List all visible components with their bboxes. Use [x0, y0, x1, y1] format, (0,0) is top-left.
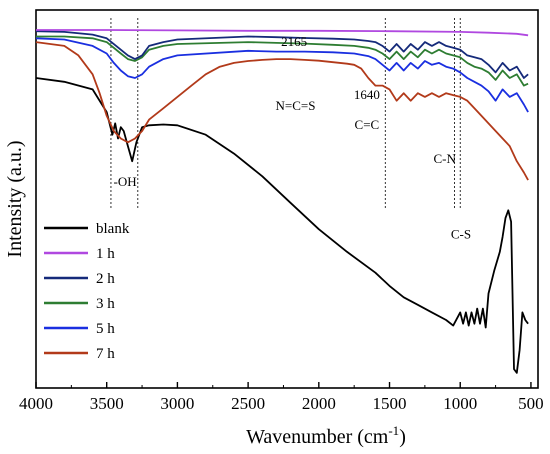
series-line [36, 29, 529, 37]
legend-label: 7 h [96, 346, 115, 362]
x-axis-title-close: ) [399, 426, 406, 448]
series-lines [35, 29, 529, 374]
x-tick-label: 3000 [160, 394, 194, 413]
legend-label: blank [96, 221, 130, 237]
x-axis-title: Wavenumber (cm-1) [246, 423, 406, 448]
x-axis-title-main: Wavenumber (cm [246, 426, 389, 448]
series-line [35, 37, 529, 113]
annotation-label: -OH [114, 174, 137, 189]
plot-frame [35, 9, 539, 389]
annotation-label: 1640 [354, 87, 380, 102]
x-tick-label: 2500 [231, 394, 265, 413]
x-tick-label: 500 [518, 394, 544, 413]
series-line [35, 41, 529, 181]
series-line [35, 30, 529, 79]
annotations: -OH 2165 N=C=S 1640 C=C C-N C-S [114, 34, 472, 242]
legend-label: 1 h [96, 246, 115, 262]
x-axis-ticks: 4000 3500 3000 2500 2000 1500 1000 500 [19, 382, 544, 413]
x-tick-label: 1000 [443, 394, 477, 413]
x-tick-label: 4000 [19, 394, 53, 413]
legend-label: 2 h [96, 271, 115, 287]
legend-label: 5 h [96, 321, 115, 337]
x-tick-label: 3500 [90, 394, 124, 413]
x-tick-label: 1500 [373, 394, 407, 413]
legend-label: 3 h [96, 296, 115, 312]
y-axis-title: Intensity (a.u.) [4, 140, 26, 257]
annotation-label: N=C=S [276, 98, 316, 113]
annotation-label: C=C [355, 117, 380, 132]
x-tick-label: 2000 [302, 394, 336, 413]
series-line [35, 77, 529, 374]
legend: blank 1 h 2 h 3 h 5 h 7 h [44, 221, 130, 362]
x-axis-title-sup: -1 [388, 423, 399, 438]
annotation-label: C-S [451, 227, 471, 242]
annotation-label: 2165 [281, 34, 307, 49]
series-line [36, 35, 529, 87]
annotation-label: C-N [433, 151, 456, 166]
